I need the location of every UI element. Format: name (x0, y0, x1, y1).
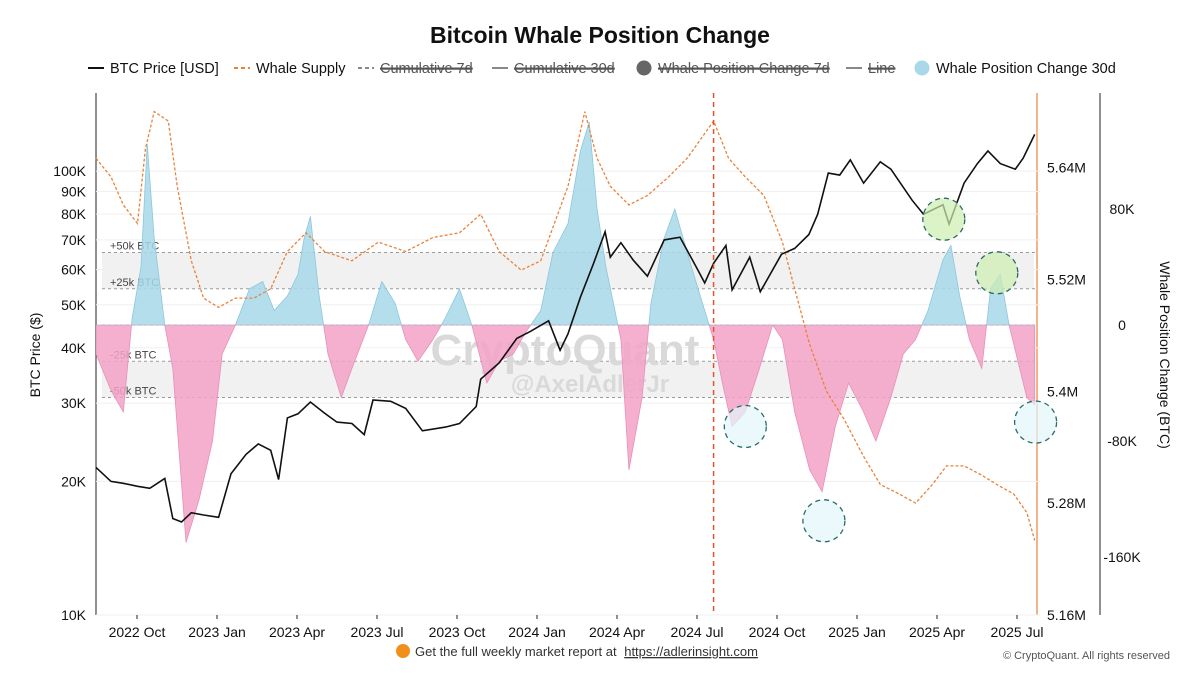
x-tick-label: 2024 Oct (749, 624, 806, 640)
area-positive (96, 121, 1036, 325)
y-left-tick-label: 70K (61, 232, 87, 248)
annotation-circle-3 (802, 499, 846, 543)
chart-title: Bitcoin Whale Position Change (430, 22, 770, 48)
watermark-handle: @AxelAdlerJr (511, 371, 669, 398)
legend-label: Whale Supply (256, 61, 346, 77)
footer-message: Get the full weekly market report at (415, 644, 617, 659)
legend-label: Line (868, 61, 895, 77)
y-left-tick-label: 80K (61, 206, 87, 222)
orange-circle-icon (396, 644, 410, 658)
x-tick-label: 2023 Oct (429, 624, 486, 640)
legend-item-6: Whale Position Change 30d (914, 60, 1116, 77)
legend-label: Cumulative 30d (514, 61, 615, 77)
y-axis-left-title: BTC Price ($) (27, 313, 43, 398)
footer-link[interactable]: https://adlerinsight.com (624, 644, 758, 659)
y-left-tick-label: 40K (61, 340, 87, 356)
legend-label: BTC Price [USD] (110, 61, 219, 77)
annotation-circle-1 (975, 251, 1019, 295)
legend-dot-icon (914, 60, 930, 76)
footer-text: Get the full weekly market report at htt… (415, 644, 758, 659)
legend-label: Cumulative 7d (380, 61, 473, 77)
x-tick-label: 2023 Apr (269, 624, 325, 640)
y-supply-tick-label: 5.16M (1047, 607, 1086, 623)
y-supply-tick-label: 5.4M (1047, 383, 1078, 399)
x-tick-label: 2022 Oct (109, 624, 166, 640)
annotation-circles (723, 197, 1058, 543)
annotation-circle-0 (922, 197, 966, 241)
annotation-circle-2 (723, 404, 767, 449)
legend-label: Whale Position Change 30d (936, 61, 1116, 77)
y-left-tick-label: 50K (61, 297, 87, 313)
x-tick-label: 2024 Jan (508, 624, 566, 640)
btc-price-line (95, 134, 1036, 523)
watermark-brand: CryptoQuant (431, 326, 700, 375)
y-supply-tick-label: 5.64M (1047, 160, 1086, 176)
x-tick-label: 2023 Jan (188, 624, 246, 640)
y-left-tick-label: 60K (61, 262, 87, 278)
area-negative (96, 325, 1036, 543)
y-left-tick-label: 100K (53, 163, 86, 179)
y-left-tick-label: 90K (61, 183, 87, 199)
chart-legend: BTC Price [USD] Whale Supply Cumulative 7d… (88, 60, 1116, 77)
y-right-tick-label: 0 (1118, 317, 1126, 333)
y-right-tick-label: -80K (1107, 433, 1137, 449)
legend-item-4: Whale Position Change 7d (636, 60, 830, 77)
x-tick-label: 2025 Jan (828, 624, 886, 640)
legend-item-5: Line (846, 61, 896, 77)
y-axis-right-title: Whale Position Change (BTC) (1157, 261, 1173, 449)
legend-item-3: Cumulative 30d (492, 61, 615, 77)
footer: Get the full weekly market report at htt… (396, 644, 1170, 662)
annotation-circle-4 (1013, 400, 1058, 444)
y-axis-supply-ticks: 5.16M 5.28M 5.4M 5.52M 5.64M (1047, 160, 1086, 623)
copyright: © CryptoQuant. All rights reserved (1003, 650, 1170, 662)
x-tick-label: 2025 Apr (909, 624, 965, 640)
x-tick-label: 2023 Jul (351, 624, 404, 640)
legend-dot-icon (636, 60, 652, 76)
y-axis-left-ticks: 10K 20K 30K 40K 50K 60K 70K 80K 90K 100K (53, 163, 86, 623)
legend-item-2: Cumulative 7d (358, 61, 473, 77)
x-tick-label: 2024 Jul (671, 624, 724, 640)
btc-price-series (95, 134, 1036, 523)
x-tick-label: 2024 Apr (589, 624, 645, 640)
x-axis-ticks: 2022 Oct 2023 Jan 2023 Apr 2023 Jul 2023 Oct… (109, 615, 1044, 640)
y-left-tick-label: 20K (61, 473, 87, 489)
legend-item-0: BTC Price [USD] (88, 61, 219, 77)
whale-supply-line (95, 110, 1036, 541)
y-left-tick-label: 10K (61, 607, 87, 623)
y-right-tick-label: 80K (1110, 201, 1136, 217)
y-supply-tick-label: 5.28M (1047, 495, 1086, 511)
whale-position-change-30d-area (96, 121, 1036, 543)
x-tick-label: 2025 Jul (991, 624, 1044, 640)
y-left-tick-label: 30K (61, 395, 87, 411)
whale-supply-series (95, 110, 1036, 541)
legend-item-1: Whale Supply (234, 61, 346, 77)
y-axis-right-ticks: -160K -80K 0 80K (1103, 201, 1141, 565)
legend-label: Whale Position Change 7d (658, 61, 830, 77)
y-right-tick-label: -160K (1103, 549, 1141, 565)
y-supply-tick-label: 5.52M (1047, 271, 1086, 287)
